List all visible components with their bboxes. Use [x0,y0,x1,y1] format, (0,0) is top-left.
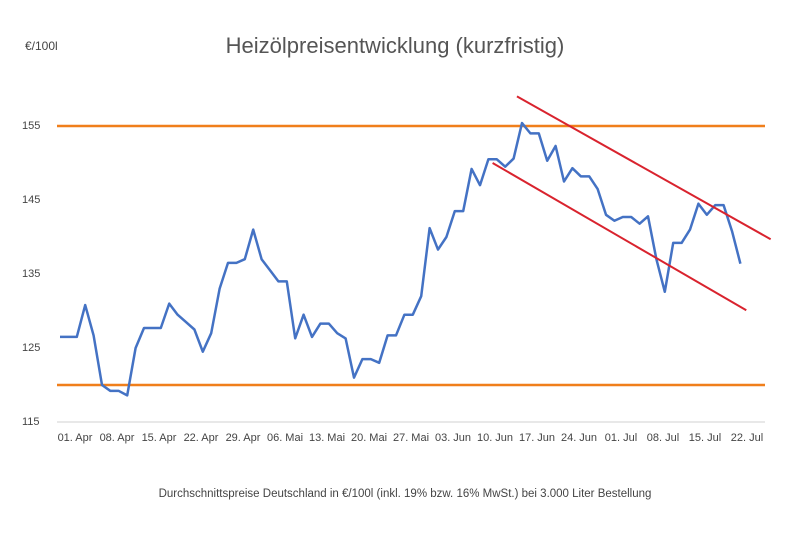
x-tick-label: 01. Apr [58,432,93,444]
price-line [60,121,742,397]
y-tick-label: 135 [22,268,40,280]
x-tick-label: 15. Jul [689,432,721,444]
x-tick-label: 27. Mai [393,432,429,444]
y-tick-label: 115 [22,416,40,428]
x-tick-label: 03. Jun [435,432,471,444]
x-tick-label: 08. Apr [100,432,135,444]
x-tick-label: 06. Mai [267,432,303,444]
x-tick-label: 01. Jul [605,432,637,444]
y-tick-label: 155 [22,120,40,132]
y-tick-label: 145 [22,194,40,206]
x-tick-label: 29. Apr [226,432,261,444]
y-tick-label: 125 [22,342,40,354]
trend-line [516,95,772,241]
x-tick-label: 24. Jun [561,432,597,444]
x-tick-label: 10. Jun [477,432,513,444]
trend-line [492,162,747,312]
x-tick-label: 22. Apr [184,432,219,444]
x-tick-label: 13. Mai [309,432,345,444]
x-tick-label: 22. Jul [731,432,763,444]
footnote: Durchschnittspreise Deutschland in €/100… [159,488,652,500]
x-tick-label: 15. Apr [142,432,177,444]
chart-title: Heizölpreisentwicklung (kurzfristig) [226,33,565,58]
x-tick-label: 20. Mai [351,432,387,444]
y-unit: €/100l [25,39,58,53]
x-tick-label: 17. Jun [519,432,555,444]
x-tick-label: 08. Jul [647,432,679,444]
